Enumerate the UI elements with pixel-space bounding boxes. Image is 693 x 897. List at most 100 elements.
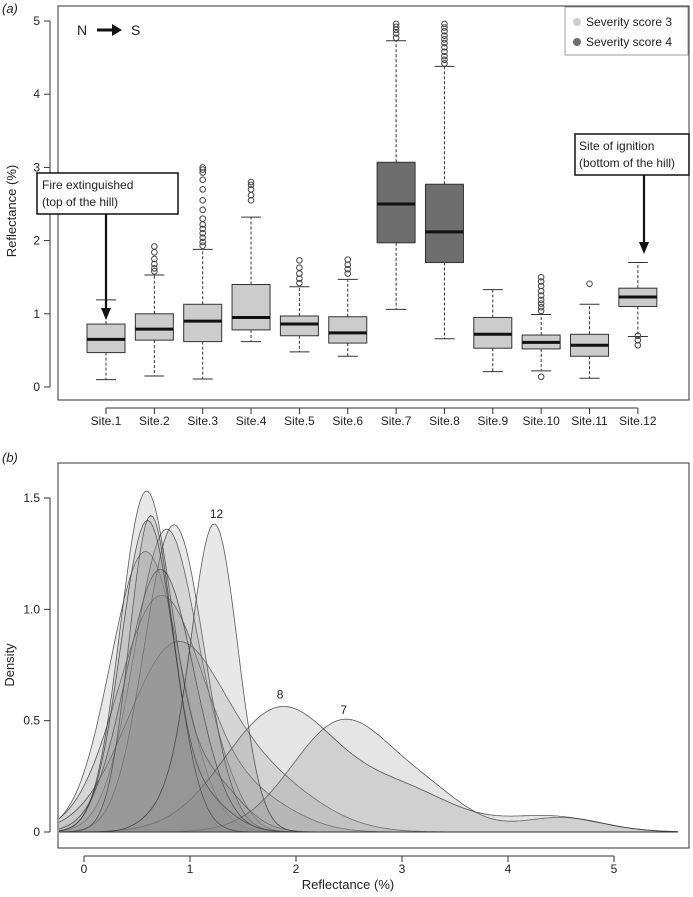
outlier-point [199,197,206,204]
x-tick-label-b: 5 [611,862,618,876]
outlier-point [537,292,545,299]
box-site-11 [570,280,609,379]
outlier-point [344,256,352,263]
annotation-arrowhead-site-12-icon [639,242,649,254]
y-tick-label-a: 2 [33,234,40,248]
outlier-point [441,32,448,39]
outlier-point [537,373,545,381]
annotation-site-1: Fire extinguished (top of the hill) [36,172,179,320]
box-site-1 [86,299,126,381]
y-tick-label-a: 4 [33,87,40,101]
box-iqr [231,284,271,331]
box-site-5 [279,257,319,353]
y-tick-label-b: 0.5 [23,714,40,728]
legend-swatch-severity-3 [573,18,581,26]
direction-south: S [131,22,140,38]
curve-labels: 12 8 7 [210,507,348,717]
legend: Severity score 3 Severity score 4 [564,6,689,56]
outlier-point [247,178,255,186]
outlier-point [151,268,158,275]
y-axis-b: 0 0.5 1.0 1.5 [23,491,51,839]
outlier-point [199,238,206,246]
y-tick-label-a: 0 [33,380,40,394]
annotation-site-12-line-2: (bottom of the hill) [579,156,675,170]
outlier-point [634,336,642,344]
curve-label-8: 8 [277,687,284,701]
x-tick-label-a: Site.10 [522,414,560,428]
outlier-point [441,27,448,35]
outlier-point [392,34,400,42]
outlier-point [151,243,158,250]
outlier-point [392,23,400,31]
y-axis-label-b: Density [2,643,17,687]
panel-label-b: (b) [2,450,18,465]
direction-north: N [77,22,87,38]
outlier-point [199,234,206,241]
outlier-point [441,20,448,28]
x-tick-label-a: Site.7 [381,414,412,428]
outlier-point [537,282,545,290]
outlier-point [537,278,545,285]
outlier-point [537,296,545,304]
x-tick-label-a: Site.8 [429,414,460,428]
outlier-point [199,176,206,184]
box-iqr [183,303,223,343]
legend-frame [564,6,689,56]
outlier-point [296,257,303,264]
x-tick-label-a: Site.6 [332,414,363,428]
outlier-point [151,249,158,256]
box-iqr [134,313,174,341]
outlier-point [199,206,206,214]
direction-arrowhead-icon [112,24,122,36]
outlier-point [441,60,448,67]
x-tick-label-b: 1 [187,862,194,876]
x-tick-label-a: Site.9 [477,414,508,428]
box-iqr [328,316,368,344]
outlier-point [441,56,448,64]
x-tick-label-a: Site.12 [619,414,657,428]
outlier-point [441,48,448,56]
density-curves [59,490,678,833]
box-iqr [424,183,464,264]
outlier-point [537,300,545,307]
outlier-point [199,164,206,171]
outlier-point [634,332,642,340]
x-tick-label-b: 2 [293,862,300,876]
outlier-point [344,270,352,277]
box-site-10 [521,273,561,381]
annotation-box-site-12 [574,133,690,176]
x-tick-label-a: Site.3 [187,414,218,428]
outlier-point [151,255,158,263]
box-site-8 [424,20,464,340]
outlier-point [199,166,206,173]
box-site-12 [618,262,658,349]
y-tick-label-b: 1.0 [23,602,40,616]
y-axis-label-a: Reflectance (%) [4,165,19,257]
box-site-2 [134,243,174,377]
x-axis-label-b: Reflectance (%) [302,877,394,892]
legend-label-severity-3: Severity score 3 [586,15,672,29]
density-site-8 [59,706,678,833]
x-tick-label-a: Site.11 [571,414,608,428]
x-tick-label-b: 3 [399,862,406,876]
outlier-point [441,39,448,47]
curve-label-12: 12 [210,507,224,521]
legend-swatch-severity-4 [573,38,581,46]
outlier-point [537,303,545,311]
density-site-12 [59,523,678,833]
outlier-point [151,265,158,272]
outlier-point [586,280,593,288]
outlier-point [199,215,206,222]
outlier-point [392,20,400,28]
outlier-point [247,186,255,193]
annotation-site-1-line-1: Fire extinguished [42,178,133,192]
outlier-point [392,30,400,37]
outlier-point [199,225,206,233]
y-tick-label-b: 0 [33,825,40,839]
x-tick-label-a: Site.1 [91,414,122,428]
density-panel: (b) Density Reflectance (%) 0 0.5 1.0 1.5 0… [2,450,690,892]
outlier-point [199,186,206,193]
box-site-7 [376,20,416,310]
